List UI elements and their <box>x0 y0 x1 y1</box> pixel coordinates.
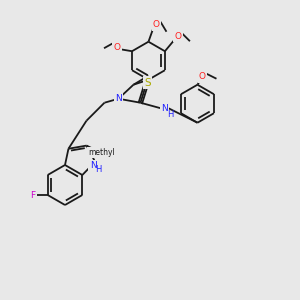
Text: H: H <box>95 165 101 174</box>
Text: N: N <box>115 94 122 103</box>
Text: N: N <box>161 104 168 113</box>
Text: N: N <box>90 161 97 170</box>
Text: O: O <box>113 43 121 52</box>
Text: S: S <box>144 78 151 88</box>
Text: methyl: methyl <box>88 148 115 157</box>
Text: O: O <box>174 32 182 41</box>
Text: O: O <box>199 72 206 81</box>
Text: O: O <box>153 20 160 29</box>
Text: H: H <box>167 110 174 119</box>
Text: F: F <box>30 190 35 200</box>
